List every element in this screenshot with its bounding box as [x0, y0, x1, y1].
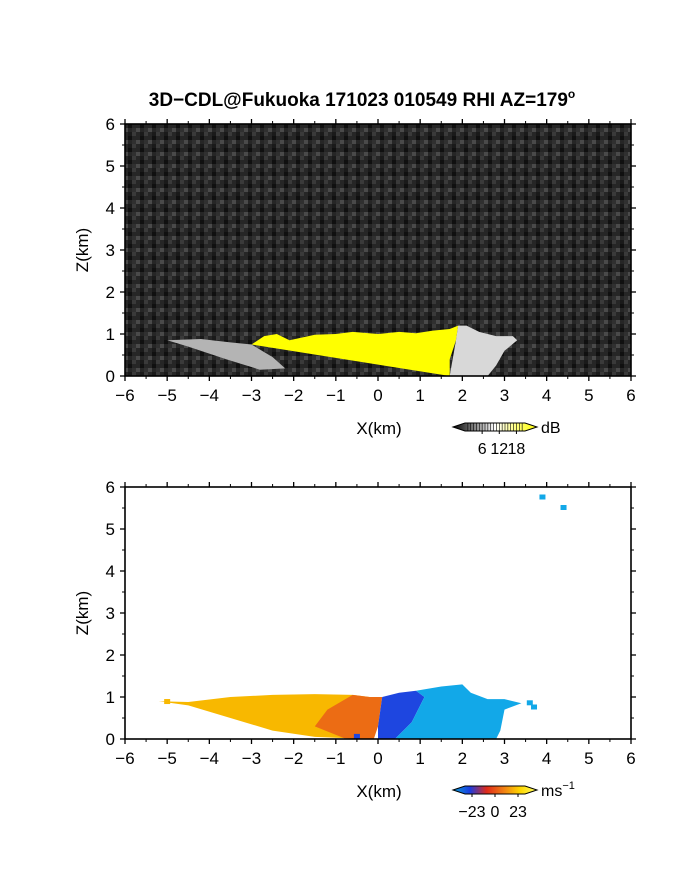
panel1-ytick-label-5: 5	[106, 520, 115, 539]
panel1-xtick-label-4: −2	[284, 749, 303, 768]
panel1-region-3	[394, 684, 522, 739]
panel1-xtick-label-2: −4	[200, 749, 219, 768]
panel1-ytick-label-0: 0	[106, 730, 115, 749]
panel0-xtick-label-3: −3	[242, 386, 261, 405]
panel0-xtick-label-10: 4	[542, 386, 551, 405]
figure-title-text: 3D−CDL@Fukuoka 171023 010549 RHI AZ=179	[149, 90, 568, 111]
panel0-xtick-label-9: 3	[500, 386, 509, 405]
panel1-ytick-label-3: 3	[106, 604, 115, 623]
figure-title: 3D−CDL@Fukuoka 171023 010549 RHI AZ=179o	[149, 87, 576, 111]
panel1-xtick-label-5: −1	[326, 749, 345, 768]
panel1-xtick-label-6: 0	[373, 749, 382, 768]
panel0-colorbar-tick-label-1: 12	[490, 441, 508, 458]
panel0-colorbar-tick-label-2: 18	[508, 441, 526, 458]
panel1-y-axis-label: Z(km)	[73, 591, 92, 635]
panel0-ytick-label-0: 0	[106, 367, 115, 386]
panel1-colorbar	[451, 785, 539, 795]
panel0-xtick-label-7: 1	[415, 386, 424, 405]
panel0-colorbar-unit: dB	[541, 420, 561, 437]
panel1-colorbar-tick-label-2: 23	[509, 804, 527, 821]
panel0-y-axis-label: Z(km)	[73, 228, 92, 272]
panel1-xtick-label-8: 2	[458, 749, 467, 768]
panel1-ytick-label-1: 1	[106, 688, 115, 707]
panel0-xtick-label-8: 2	[458, 386, 467, 405]
panel0-xtick-label-1: −5	[157, 386, 176, 405]
panel1-xtick-label-11: 5	[584, 749, 593, 768]
panel0-x-axis-label: X(km)	[356, 419, 401, 438]
panel1-region-1	[314, 694, 383, 739]
panel0-region-1	[167, 339, 286, 370]
panel0-colorbar-tick-label-0: 6	[478, 441, 487, 458]
panel1-ytick-label-6: 6	[106, 478, 115, 497]
panel1-ytick-label-4: 4	[106, 562, 115, 581]
panel1-colorbar-unit: ms−1	[541, 780, 575, 800]
panel0-xtick-label-12: 6	[626, 386, 635, 405]
panel0-ytick-label-5: 5	[106, 157, 115, 176]
panel0-xtick-label-11: 5	[584, 386, 593, 405]
panel0-region-2	[449, 325, 518, 376]
panel1-pixel-6	[353, 733, 360, 739]
panel0-region-0	[251, 325, 459, 376]
panel1-pixel-5	[164, 699, 171, 705]
panel1-pixel-1	[560, 505, 567, 510]
panel1-data-regions	[158, 494, 567, 739]
panel0-ytick-label-1: 1	[106, 325, 115, 344]
figure-title-superscript: o	[568, 87, 575, 101]
panel1-xtick-label-12: 6	[626, 749, 635, 768]
panel1-xtick-label-9: 3	[500, 749, 509, 768]
panel1-pixel-3	[531, 704, 538, 710]
panel0-ytick-label-6: 6	[106, 115, 115, 134]
panel1-pixel-2	[526, 700, 533, 706]
panel1-xtick-label-7: 1	[415, 749, 424, 768]
panel1-xtick-label-1: −5	[157, 749, 176, 768]
panel1-x-axis-label: X(km)	[356, 782, 401, 801]
panel0-xtick-label-0: −6	[115, 386, 134, 405]
panel0-ytick-label-4: 4	[106, 199, 115, 218]
panel0-xtick-label-2: −4	[200, 386, 219, 405]
panel1-colorbar-unit-superscript: −1	[562, 780, 575, 792]
panel1-xtick-label-3: −3	[242, 749, 261, 768]
svg-text:3D−CDL@Fukuoka 171023 010549 R: 3D−CDL@Fukuoka 171023 010549 RHI AZ=179o	[149, 87, 576, 111]
panel0-colorbar	[451, 422, 539, 432]
panel1-xtick-label-10: 4	[542, 749, 551, 768]
panel0-xtick-label-5: −1	[326, 386, 345, 405]
panel1-region-2	[378, 690, 425, 739]
panel1-pixel-0	[539, 494, 546, 500]
panel1-colorbar-tick-label-1: 0	[491, 804, 500, 821]
panel1-ytick-label-2: 2	[106, 646, 115, 665]
panel0-xtick-label-6: 0	[373, 386, 382, 405]
panel1-xtick-label-0: −6	[115, 749, 134, 768]
panel1-colorbar-tick-label-0: −23	[458, 804, 485, 821]
panel0-xtick-label-4: −2	[284, 386, 303, 405]
panel0-ytick-label-3: 3	[106, 241, 115, 260]
panel0-ytick-label-2: 2	[106, 283, 115, 302]
panel1-pixel-4	[463, 698, 470, 704]
panel0-data-regions	[167, 325, 518, 376]
